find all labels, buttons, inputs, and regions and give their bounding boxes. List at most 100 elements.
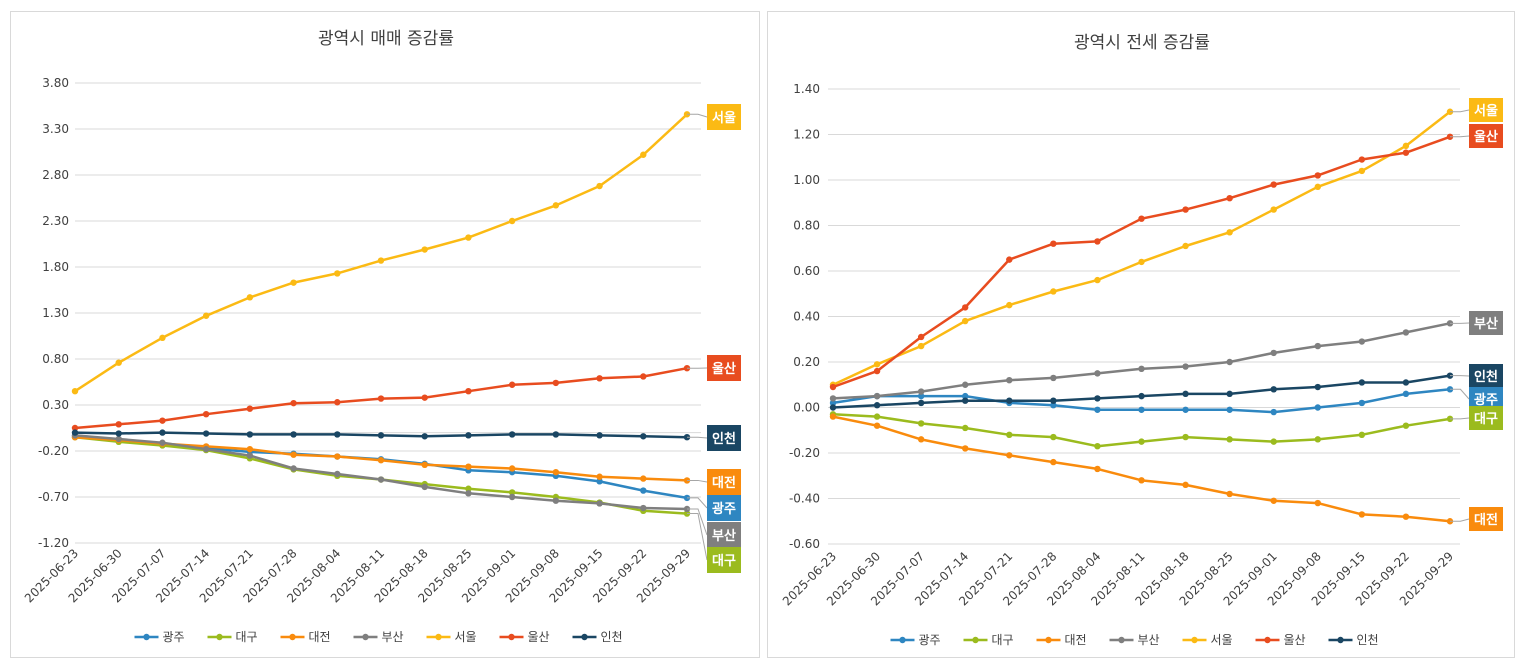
data-point — [202, 312, 210, 319]
data-point — [202, 430, 210, 437]
legend-label: 대구 — [236, 630, 258, 644]
label-leader-line — [1450, 135, 1470, 138]
label-leader-line — [687, 513, 708, 561]
end-label-box — [1469, 507, 1503, 531]
label-leader-line — [687, 479, 708, 483]
data-point — [1402, 329, 1410, 336]
data-point — [962, 317, 969, 325]
legend-item-부산[interactable]: 부산 — [1109, 633, 1160, 647]
data-point — [1138, 477, 1145, 484]
y-tick-label: 3.30 — [42, 122, 69, 136]
data-point — [1270, 181, 1277, 188]
legend-label: 울산 — [528, 630, 550, 644]
data-point — [71, 388, 79, 395]
data-point — [829, 399, 837, 407]
end-label-text: 서울 — [712, 110, 736, 126]
legend-item-울산[interactable]: 울산 — [1255, 633, 1306, 647]
data-point — [1050, 433, 1057, 441]
series-서울 — [829, 108, 1454, 388]
data-point — [1270, 386, 1277, 393]
end-label-box — [1469, 406, 1503, 430]
data-point — [1006, 431, 1013, 438]
legend-label: 울산 — [1284, 633, 1306, 647]
data-point — [962, 381, 969, 388]
data-point — [508, 465, 516, 472]
end-label-box — [707, 469, 741, 495]
y-tick-label: -0.20 — [789, 446, 820, 460]
chart-panel-jeonse: 광역시 전세 증감률 1.40 1.20 1.00 0.80 0.60 0.40 0.20 0.… — [767, 11, 1515, 658]
data-point — [873, 413, 881, 420]
y-tick-label: 1.80 — [42, 260, 69, 274]
data-point — [917, 333, 925, 341]
data-point — [596, 478, 603, 485]
y-tick-label: -1.20 — [38, 536, 69, 550]
end-label-text: 서울 — [1474, 103, 1498, 119]
data-point — [1138, 438, 1145, 445]
y-tick-label: 1.40 — [793, 82, 820, 96]
data-point — [421, 433, 428, 440]
data-point — [962, 392, 969, 400]
sale-change-line-chart: 광역시 매매 증감률 3.80 3.30 2.80 2.30 1.80 1.30 0.80 0.… — [22, 29, 741, 644]
legend-label: 서울 — [455, 630, 477, 644]
legend-marker-icon — [508, 633, 515, 641]
y-tick-label: 0.80 — [793, 219, 820, 233]
legend-item-대전[interactable]: 대전 — [1036, 633, 1087, 647]
legend-item-광주[interactable]: 광주 — [890, 633, 941, 647]
data-point — [246, 294, 254, 301]
legend-item-인천[interactable]: 인천 — [572, 629, 623, 644]
data-point — [962, 304, 969, 311]
data-point — [202, 445, 210, 453]
end-label-text: 대구 — [1474, 412, 1498, 427]
end-label-text: 대전 — [1474, 512, 1498, 528]
end-label-box — [707, 547, 741, 573]
data-point — [115, 421, 122, 428]
data-point — [334, 270, 341, 277]
data-point — [829, 413, 837, 420]
end-label-box — [707, 104, 741, 130]
data-point — [71, 429, 79, 436]
data-point — [917, 420, 925, 427]
label-leader-line — [1450, 417, 1470, 420]
data-point — [377, 395, 385, 402]
data-point — [1402, 149, 1410, 156]
series-울산 — [71, 365, 691, 432]
data-point — [1358, 156, 1366, 163]
end-label-box — [1469, 364, 1503, 388]
legend-label: 인천 — [601, 629, 623, 644]
legend-item-광주[interactable]: 광주 — [134, 630, 185, 644]
legend-item-인천[interactable]: 인천 — [1328, 632, 1379, 647]
series-인천 — [829, 372, 1454, 411]
legend-item-울산[interactable]: 울산 — [499, 630, 550, 644]
data-point — [377, 432, 385, 439]
y-tick-label: 0.20 — [793, 355, 820, 369]
end-label-box — [1469, 311, 1503, 335]
legend-item-서울[interactable]: 서울 — [1182, 633, 1233, 647]
y-tick-label: 0.30 — [42, 398, 69, 412]
chart-title: 광역시 매매 증감률 — [318, 29, 454, 49]
data-point — [246, 452, 254, 459]
data-point — [873, 422, 881, 429]
legend-item-서울[interactable]: 서울 — [426, 630, 477, 644]
end-label-text: 부산 — [712, 528, 736, 544]
data-point — [1358, 399, 1366, 407]
series-line — [832, 415, 1451, 523]
label-leader-line — [1450, 518, 1470, 522]
legend-item-부산[interactable]: 부산 — [353, 630, 404, 644]
data-point — [552, 468, 560, 476]
y-tick-label: 0.00 — [793, 401, 820, 415]
data-point — [1050, 240, 1057, 247]
legend-item-대전[interactable]: 대전 — [280, 630, 331, 644]
data-point — [1182, 433, 1189, 441]
y-tick-label: -0.40 — [789, 492, 820, 506]
legend-marker-icon — [362, 633, 369, 641]
data-point — [596, 432, 603, 439]
data-point — [159, 439, 166, 446]
legend-marker-icon — [581, 633, 588, 641]
end-label-text: 대구 — [712, 554, 736, 569]
legend-label: 대전 — [309, 630, 331, 644]
data-point — [115, 430, 122, 437]
legend-item-대구[interactable]: 대구 — [207, 630, 258, 644]
legend-marker-icon — [972, 636, 979, 644]
legend-item-대구[interactable]: 대구 — [963, 633, 1014, 647]
data-point — [1094, 442, 1101, 450]
